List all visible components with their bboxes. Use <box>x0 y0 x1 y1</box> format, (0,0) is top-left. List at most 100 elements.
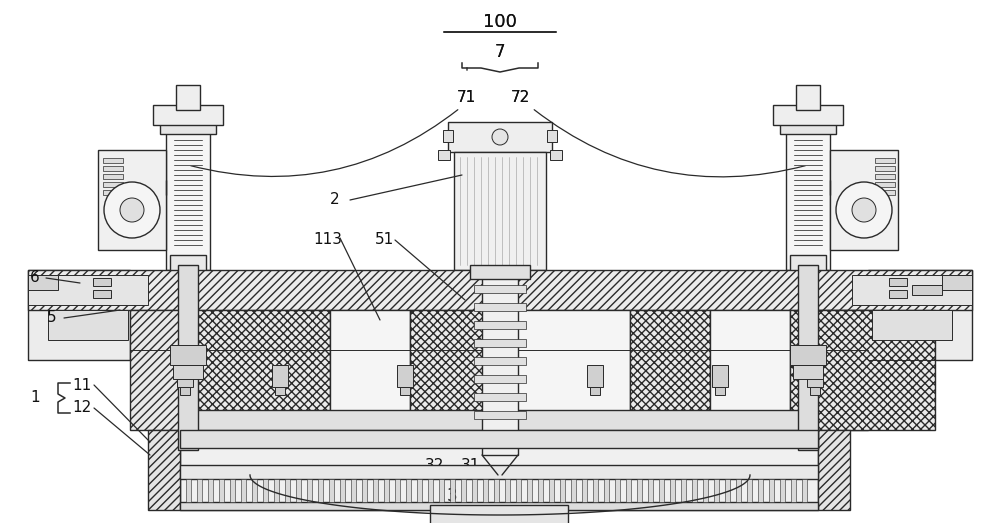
Bar <box>384 479 389 502</box>
Bar <box>807 365 823 387</box>
Text: 51: 51 <box>375 233 395 247</box>
Bar <box>725 479 730 502</box>
Bar <box>275 387 285 395</box>
Bar <box>263 479 268 502</box>
Bar <box>103 158 123 163</box>
Bar <box>406 479 411 502</box>
Bar <box>747 479 752 502</box>
Bar <box>810 387 820 395</box>
Circle shape <box>120 198 144 222</box>
Bar <box>340 479 345 502</box>
Bar <box>219 479 224 502</box>
Bar <box>889 290 907 298</box>
Text: 100: 100 <box>483 13 517 31</box>
Bar <box>474 321 526 329</box>
Bar <box>875 158 895 163</box>
Bar <box>103 174 123 179</box>
Bar <box>28 275 148 305</box>
Bar <box>648 479 653 502</box>
Bar <box>875 190 895 195</box>
Bar <box>790 345 826 365</box>
Bar <box>626 479 631 502</box>
Bar <box>942 275 972 290</box>
Text: 7: 7 <box>495 43 505 61</box>
Bar <box>93 278 111 286</box>
Bar <box>470 265 530 279</box>
Bar <box>773 105 843 125</box>
Bar <box>659 479 664 502</box>
Bar <box>786 130 830 270</box>
Bar <box>443 130 453 142</box>
Bar <box>130 310 185 430</box>
Bar <box>362 479 367 502</box>
Bar <box>180 387 190 395</box>
Bar <box>875 182 895 187</box>
Bar <box>516 479 521 502</box>
Bar <box>483 479 488 502</box>
Bar <box>28 275 58 290</box>
Bar <box>329 479 334 502</box>
Bar <box>630 310 710 430</box>
Bar <box>868 270 972 360</box>
Bar <box>474 393 526 401</box>
Bar <box>307 479 312 502</box>
Bar <box>170 255 206 273</box>
Bar <box>177 365 193 387</box>
Bar <box>186 479 191 502</box>
Bar <box>166 130 210 270</box>
Text: 3: 3 <box>447 487 457 505</box>
Bar <box>296 479 301 502</box>
Bar <box>852 275 972 305</box>
Bar <box>103 166 123 171</box>
Bar <box>180 430 818 510</box>
Bar <box>798 265 818 450</box>
Bar <box>758 479 763 502</box>
Bar <box>813 310 868 430</box>
Bar <box>780 479 785 502</box>
Text: 71: 71 <box>456 90 476 106</box>
Bar <box>318 479 323 502</box>
Bar <box>670 479 675 502</box>
Bar <box>830 150 898 250</box>
Bar <box>417 479 422 502</box>
Bar <box>272 365 288 387</box>
Text: 2: 2 <box>330 192 340 208</box>
Circle shape <box>852 198 876 222</box>
Bar <box>547 130 557 142</box>
Bar <box>103 182 123 187</box>
Bar <box>176 85 200 110</box>
Bar <box>769 479 774 502</box>
Bar <box>474 357 526 365</box>
Bar <box>474 285 526 293</box>
Bar <box>274 479 279 502</box>
Bar <box>710 310 790 430</box>
Bar <box>180 465 818 479</box>
Bar <box>438 150 450 160</box>
Text: 5: 5 <box>47 311 57 325</box>
Bar <box>185 310 330 430</box>
Bar <box>490 310 630 430</box>
Bar <box>28 270 972 310</box>
Bar <box>373 479 378 502</box>
Bar <box>397 365 413 387</box>
Bar <box>439 479 444 502</box>
Text: 7: 7 <box>495 43 505 61</box>
Bar <box>170 345 206 365</box>
Bar <box>180 430 818 448</box>
Bar <box>791 479 796 502</box>
Bar <box>474 375 526 383</box>
Bar <box>428 479 433 502</box>
Bar <box>703 479 708 502</box>
Bar <box>208 479 213 502</box>
Text: 113: 113 <box>314 233 342 247</box>
Circle shape <box>492 129 508 145</box>
Text: 72: 72 <box>510 90 530 106</box>
Bar <box>180 502 818 510</box>
Bar <box>448 122 552 152</box>
Bar <box>615 479 620 502</box>
Bar <box>330 310 410 430</box>
Bar <box>780 122 836 134</box>
Bar <box>93 290 111 298</box>
Bar <box>241 479 246 502</box>
Bar <box>637 479 642 502</box>
